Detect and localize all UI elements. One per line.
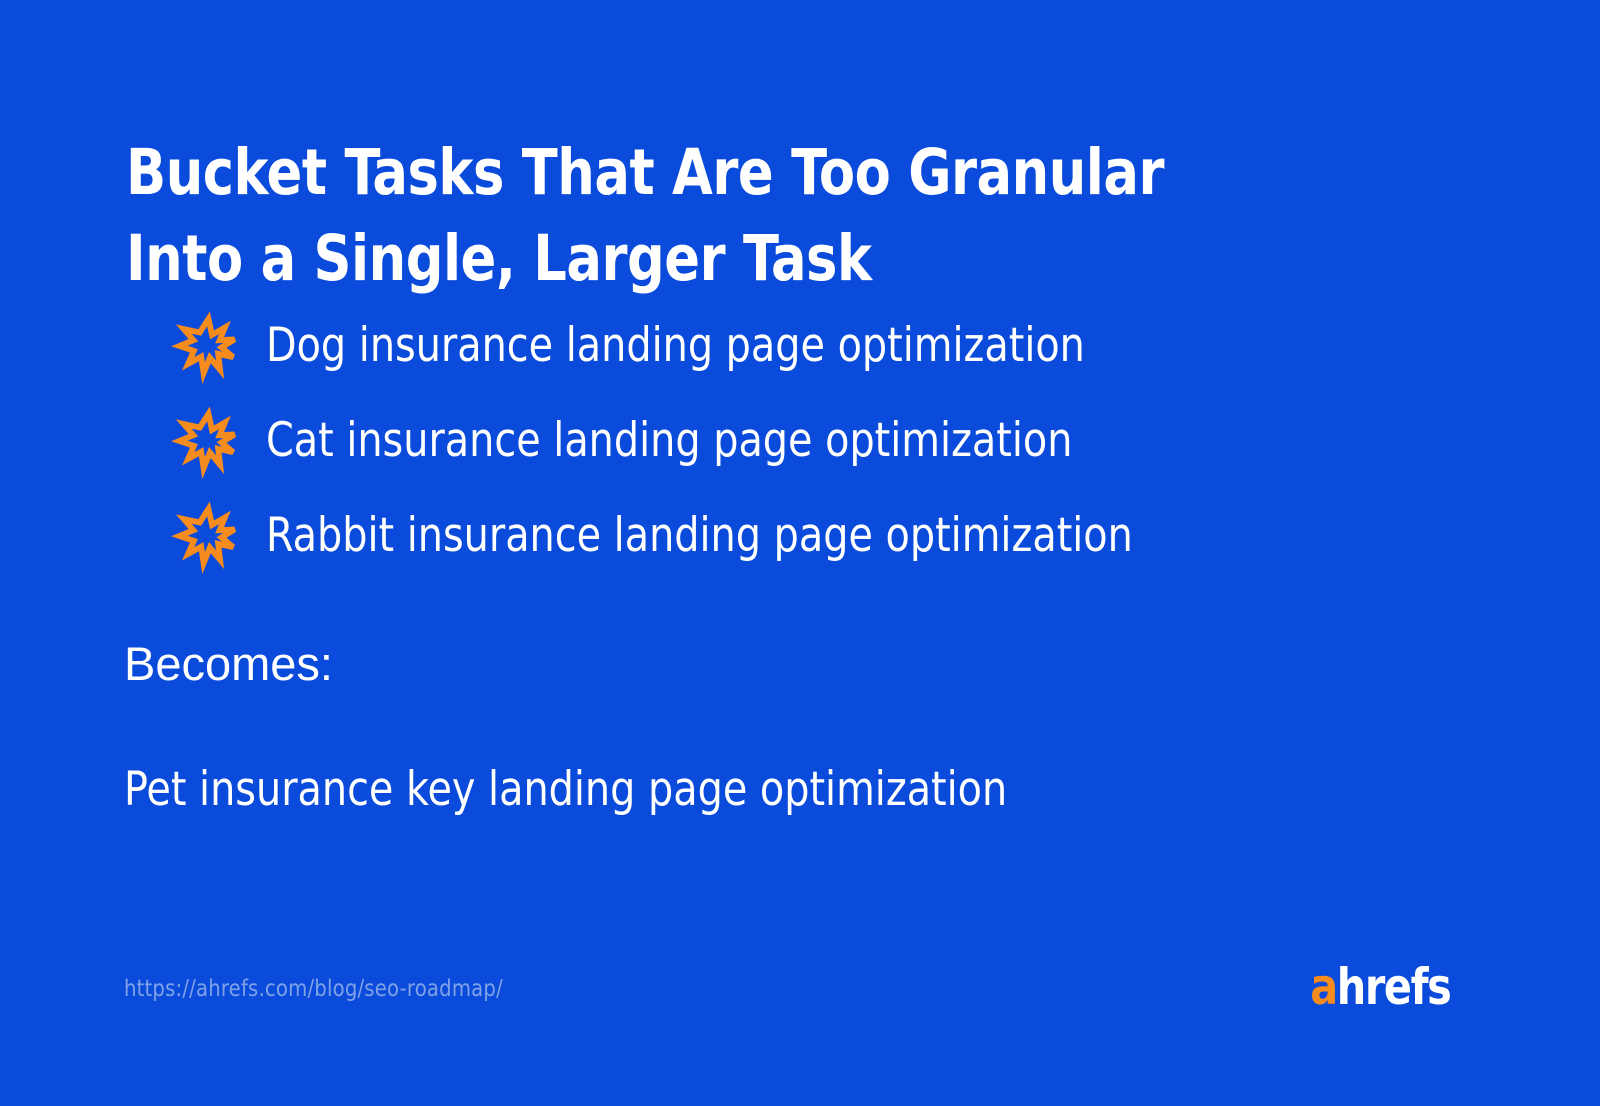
list-item-label: Cat insurance landing page optimization: [266, 412, 1073, 468]
ahrefs-logo: a hrefs: [1309, 958, 1452, 1016]
consolidated-task-text: Pet insurance key landing page optimizat…: [124, 762, 1008, 817]
list-item: Dog insurance landing page optimization: [126, 298, 1486, 393]
starburst-icon: [171, 500, 238, 574]
becomes-label: Becomes:: [124, 637, 333, 690]
page-title: Bucket Tasks That Are Too Granular Into …: [126, 136, 1164, 296]
list-item-label: Rabbit insurance landing page optimizati…: [266, 507, 1133, 563]
source-url: https://ahrefs.com/blog/seo-roadmap/: [124, 976, 503, 1002]
logo-accent-letter: a: [1309, 958, 1338, 1016]
starburst-icon: [171, 310, 238, 384]
starburst-icon: [171, 405, 238, 479]
list-item-label: Dog insurance landing page optimization: [266, 317, 1085, 373]
list-item: Rabbit insurance landing page optimizati…: [126, 488, 1486, 583]
granular-task-list: Dog insurance landing page optimization …: [126, 298, 1486, 583]
logo-wordmark: hrefs: [1336, 958, 1451, 1016]
list-item: Cat insurance landing page optimization: [126, 393, 1486, 488]
